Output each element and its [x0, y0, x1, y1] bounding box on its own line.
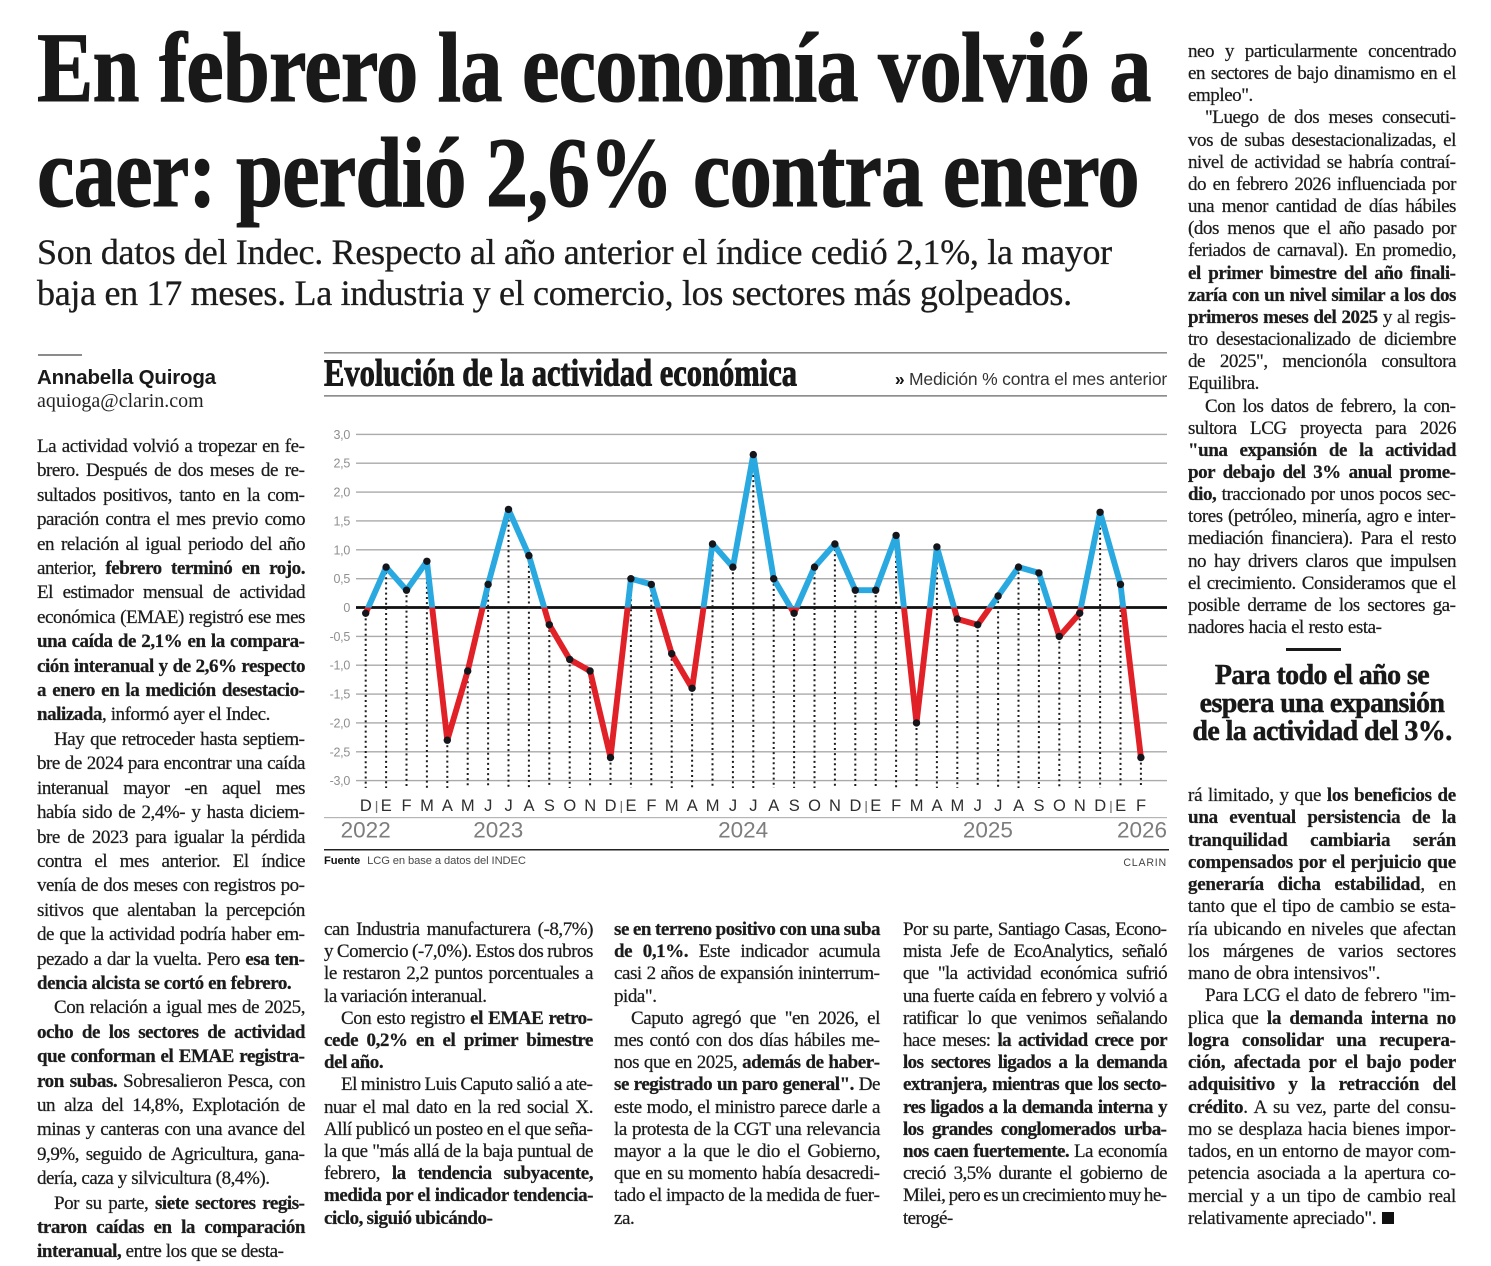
svg-text:0: 0 — [343, 601, 350, 615]
svg-text:-1,5: -1,5 — [330, 688, 351, 702]
svg-text:E: E — [870, 797, 881, 815]
svg-text:1,0: 1,0 — [334, 543, 351, 557]
svg-text:J: J — [994, 797, 1002, 815]
svg-text:F: F — [891, 797, 901, 815]
svg-text:2024: 2024 — [718, 818, 768, 843]
svg-text:E: E — [625, 797, 636, 815]
svg-text:J: J — [974, 797, 982, 815]
svg-text:A: A — [931, 797, 942, 815]
svg-text:D: D — [360, 797, 372, 815]
svg-text:N: N — [829, 797, 841, 815]
svg-text:2026: 2026 — [1117, 818, 1167, 843]
svg-text:J: J — [504, 797, 512, 815]
svg-text:2,5: 2,5 — [334, 457, 351, 471]
svg-text:-3,0: -3,0 — [330, 774, 351, 788]
svg-text:0,5: 0,5 — [334, 572, 351, 586]
svg-text:N: N — [1074, 797, 1086, 815]
svg-text:2025: 2025 — [963, 818, 1013, 843]
svg-text:D: D — [1094, 797, 1106, 815]
svg-text:M: M — [665, 797, 679, 815]
svg-text:Fuente LCG en base a datos del: Fuente LCG en base a datos del INDEC — [324, 855, 526, 867]
svg-text:D: D — [605, 797, 617, 815]
svg-text:-1,0: -1,0 — [330, 659, 351, 673]
svg-text:M: M — [420, 797, 434, 815]
svg-text:CLARIN: CLARIN — [1123, 857, 1167, 869]
svg-text:O: O — [1053, 797, 1066, 815]
svg-text:F: F — [402, 797, 412, 815]
svg-text:A: A — [687, 797, 698, 815]
svg-text:S: S — [544, 797, 555, 815]
svg-text:A: A — [1013, 797, 1024, 815]
svg-text:Evolución de la actividad econ: Evolución de la actividad económica — [324, 353, 797, 395]
svg-text:F: F — [1136, 797, 1146, 815]
svg-text:E: E — [381, 797, 392, 815]
svg-text:D: D — [849, 797, 861, 815]
svg-text:M: M — [951, 797, 965, 815]
svg-text:-2,5: -2,5 — [330, 745, 351, 759]
svg-text:J: J — [749, 797, 757, 815]
svg-text:» Medición % contra el mes ant: » Medición % contra el mes anterior — [895, 369, 1168, 389]
svg-text:A: A — [442, 797, 453, 815]
svg-text:J: J — [729, 797, 737, 815]
svg-text:2022: 2022 — [341, 818, 391, 843]
svg-text:F: F — [646, 797, 656, 815]
svg-text:A: A — [768, 797, 779, 815]
svg-text:2023: 2023 — [473, 818, 523, 843]
svg-text:2,0: 2,0 — [334, 486, 351, 500]
svg-text:-0,5: -0,5 — [330, 630, 351, 644]
svg-text:M: M — [461, 797, 475, 815]
svg-text:S: S — [1033, 797, 1044, 815]
svg-text:-2,0: -2,0 — [330, 716, 351, 730]
svg-text:J: J — [484, 797, 492, 815]
svg-text:M: M — [706, 797, 720, 815]
svg-text:O: O — [563, 797, 576, 815]
svg-text:S: S — [789, 797, 800, 815]
svg-text:1,5: 1,5 — [334, 514, 351, 528]
svg-text:O: O — [808, 797, 821, 815]
svg-text:3,0: 3,0 — [334, 428, 351, 442]
svg-text:E: E — [1115, 797, 1126, 815]
svg-text:M: M — [910, 797, 924, 815]
svg-text:A: A — [523, 797, 534, 815]
svg-text:N: N — [584, 797, 596, 815]
